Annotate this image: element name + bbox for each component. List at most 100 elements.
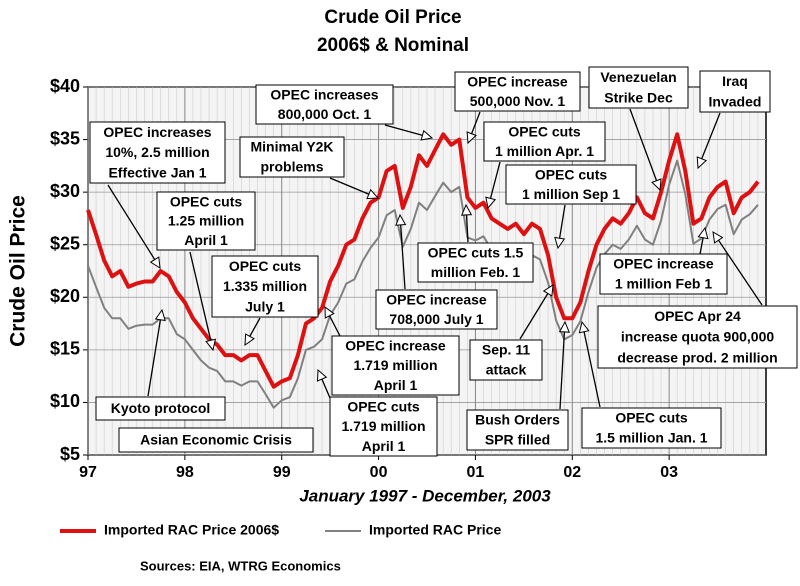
y-tick-label: $35 xyxy=(50,128,80,148)
arrow-head xyxy=(395,213,407,226)
annotation-arrow xyxy=(147,318,162,397)
annotation-text: SPR filled xyxy=(485,432,550,448)
annotation-text: Invaded xyxy=(709,93,762,109)
annotation-text: OPEC cuts xyxy=(229,258,302,274)
y-tick-label: $10 xyxy=(50,391,80,411)
annotation-text: OPEC increase xyxy=(345,338,446,354)
annotation-arrow xyxy=(700,112,721,161)
annotation-arrow xyxy=(699,236,704,255)
annotation-arrow xyxy=(329,177,371,196)
arrow-head xyxy=(420,129,434,141)
x-tick-label: 01 xyxy=(467,464,485,481)
arrow-head xyxy=(205,338,217,352)
annotation-text: 1.335 million xyxy=(223,278,307,294)
x-tick-label: 00 xyxy=(370,464,388,481)
x-tick-label: 02 xyxy=(563,464,581,481)
annotation-box xyxy=(89,121,226,184)
annotation-text: Kyoto protocol xyxy=(111,400,211,416)
annotation-text: OPEC Apr 24 xyxy=(654,308,741,324)
arrow-head xyxy=(154,308,166,322)
annotation-text: April 1 xyxy=(362,438,406,454)
annotation-text: 1 million Feb 1 xyxy=(615,276,712,292)
annotation-text: 1.719 million xyxy=(341,418,425,434)
annotation-box xyxy=(469,339,543,381)
annotation-box xyxy=(581,407,722,449)
annotation-text: 10%, 2.5 million xyxy=(105,144,209,160)
annotation-text: April 1 xyxy=(184,232,228,248)
annotation-box xyxy=(483,121,606,162)
arrow-head xyxy=(244,333,255,347)
x-tick-label: 03 xyxy=(660,464,678,481)
annotation-text: 708,000 July 1 xyxy=(389,311,483,327)
annotation-arrow xyxy=(189,251,212,342)
source: Sources: EIA, WTRG Economics xyxy=(140,558,341,573)
annotation-box xyxy=(156,191,256,251)
annotation-text: Sep. 11 xyxy=(482,342,530,358)
arrow-head xyxy=(316,368,328,382)
x-tick-label: 99 xyxy=(273,464,291,481)
annotation-text: Strike Dec xyxy=(604,89,673,105)
x-tick-label: 98 xyxy=(176,464,194,481)
annotation-arrow xyxy=(107,184,156,261)
annotation-text: OPEC increase xyxy=(386,291,487,307)
y-tick-label: $40 xyxy=(50,76,80,96)
annotation-box xyxy=(597,305,798,369)
y-tick-label: $5 xyxy=(60,444,80,464)
x-tick-label: 97 xyxy=(79,464,97,481)
chart-title: Crude Oil Price xyxy=(324,7,461,28)
annotation-box xyxy=(599,253,728,295)
annotation-text: July 1 xyxy=(245,299,285,315)
annotation-text: OPEC increase xyxy=(613,256,714,272)
x-axis-label: January 1997 - December, 2003 xyxy=(299,486,551,505)
annotation-text: OPEC cuts 1.5 xyxy=(428,244,524,260)
arrow-head xyxy=(324,305,335,319)
y-tick-label: $30 xyxy=(50,181,80,201)
y-axis-label: Crude Oil Price xyxy=(7,195,30,347)
annotation-text: OPEC increases xyxy=(270,86,378,102)
annotation-arrow xyxy=(583,330,601,408)
annotation-box xyxy=(211,255,319,318)
annotation-arrow xyxy=(320,377,331,399)
annotation-text: 1.5 million Jan. 1 xyxy=(595,430,707,446)
annotation-box xyxy=(466,409,569,451)
arrow-head xyxy=(558,320,570,333)
annotation-arrow xyxy=(399,223,406,290)
annotation-text: 1 million Sep 1 xyxy=(522,186,620,202)
annotation-arrow xyxy=(328,314,341,337)
y-tick-label: $25 xyxy=(50,233,80,253)
annotation-text: 800,000 Oct. 1 xyxy=(278,106,372,122)
arrow-head xyxy=(485,196,497,210)
series-line xyxy=(86,132,760,389)
annotation-text: 500,000 Nov. 1 xyxy=(470,93,566,109)
annotation-box xyxy=(454,71,581,112)
y-tick-label: $20 xyxy=(50,286,80,306)
annotation-text: Venezuelan xyxy=(600,69,676,85)
annotation-box xyxy=(417,242,534,283)
annotation-arrow xyxy=(558,204,566,240)
annotation-arrow xyxy=(717,238,763,306)
annotation-text: increase quota 900,000 xyxy=(621,329,775,345)
annotation-box xyxy=(375,289,498,330)
annotation-text: OPEC increases xyxy=(103,124,211,140)
annotation-text: OPEC cuts xyxy=(508,123,581,139)
annotation-text: 1.25 million xyxy=(168,213,244,229)
annotation-arrow xyxy=(489,161,501,200)
annotation-arrow xyxy=(248,317,261,338)
arrow-head xyxy=(578,320,590,334)
annotation-text: Effective Jan 1 xyxy=(108,165,206,181)
annotation-arrow xyxy=(519,292,549,340)
annotation-arrow xyxy=(470,111,481,136)
annotation-arrow xyxy=(559,330,566,410)
annotation-box xyxy=(329,396,438,457)
legend-label: Imported RAC Price 2006$ xyxy=(104,522,279,538)
arrow-head xyxy=(712,231,724,244)
annotation-text: million Feb. 1 xyxy=(431,264,521,280)
annotation-text: problems xyxy=(260,159,323,175)
annotation-text: OPEC cuts xyxy=(347,399,420,415)
arrow-head xyxy=(697,226,709,240)
arrow-head xyxy=(554,236,566,250)
annotation-text: Minimal Y2K xyxy=(251,139,334,155)
annotation-text: decrease prod. 2 million xyxy=(617,349,777,365)
annotation-box xyxy=(118,427,314,453)
